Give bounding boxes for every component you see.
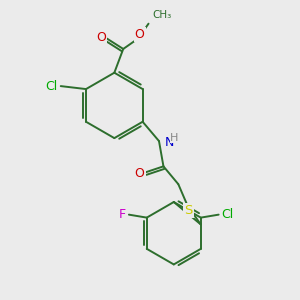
Text: F: F — [119, 208, 126, 221]
Text: O: O — [97, 31, 106, 44]
Text: S: S — [184, 204, 193, 217]
Text: CH₃: CH₃ — [152, 10, 171, 20]
Text: Cl: Cl — [221, 208, 234, 221]
Text: H: H — [170, 133, 178, 142]
Text: Cl: Cl — [46, 80, 58, 93]
Text: O: O — [135, 167, 145, 180]
Text: O: O — [135, 28, 145, 41]
Text: N: N — [164, 136, 174, 149]
